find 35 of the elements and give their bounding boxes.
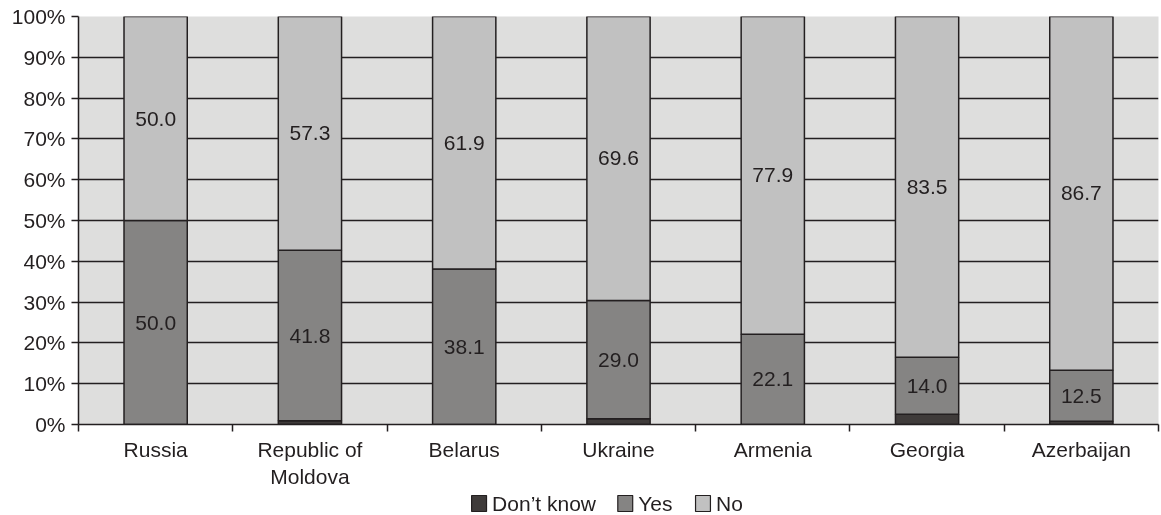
data-label: 29.0 — [598, 347, 639, 371]
y-tick-label: 0% — [35, 413, 66, 436]
data-label: 83.5 — [906, 174, 948, 198]
y-tick-label: 80% — [23, 86, 66, 110]
x-tick-label: Belarus — [428, 437, 500, 461]
y-tick-label: 90% — [23, 45, 66, 69]
data-label: 14.0 — [906, 373, 948, 397]
y-tick-label: 10% — [23, 372, 66, 396]
data-label: 50.0 — [135, 310, 177, 334]
y-tick-label: 20% — [23, 331, 66, 355]
x-tick-label: Russia — [123, 437, 189, 461]
x-tick-label: Ukraine — [582, 437, 655, 461]
y-tick-label: 50% — [23, 209, 66, 232]
y-tick-label: 30% — [23, 290, 66, 314]
y-tick-label: 70% — [23, 127, 66, 151]
data-label: 50.0 — [135, 106, 177, 130]
x-tick-label: Armenia — [733, 437, 813, 461]
data-label: 38.1 — [443, 334, 485, 358]
data-label: 69.6 — [598, 146, 639, 170]
x-tick-label: Georgia — [889, 437, 965, 461]
x-tick-label: Republic of Moldova — [257, 437, 363, 489]
data-label: 12.5 — [1060, 383, 1102, 407]
y-tick-label: 60% — [23, 168, 66, 192]
y-tick-label: 40% — [23, 249, 66, 273]
data-label: 41.8 — [289, 323, 331, 347]
data-label: 57.3 — [289, 121, 331, 145]
y-tick-label: 100% — [11, 5, 66, 28]
data-label: 61.9 — [443, 130, 485, 154]
legend-label: Yes — [638, 492, 673, 515]
data-label: 77.9 — [752, 163, 794, 187]
legend-label: No — [716, 492, 743, 515]
x-tick-label: Azerbaijan — [1031, 437, 1131, 461]
data-label: 86.7 — [1060, 181, 1102, 205]
legend-label: Don’t know — [492, 492, 597, 515]
data-label: 22.1 — [752, 367, 794, 391]
